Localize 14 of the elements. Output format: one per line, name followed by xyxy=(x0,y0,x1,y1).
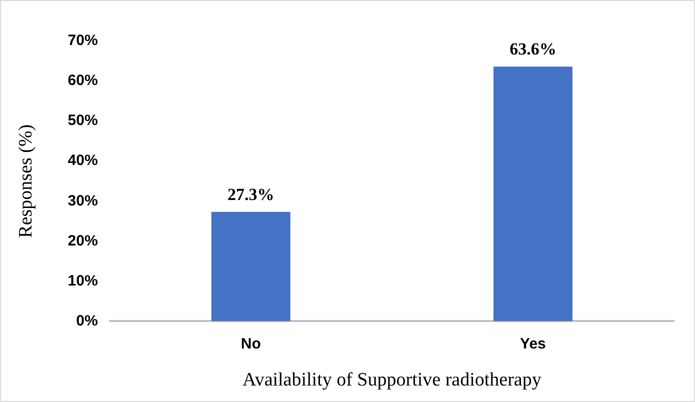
y-tick-label: 40% xyxy=(68,152,98,170)
data-label: 63.6% xyxy=(510,40,556,59)
y-tick-label: 60% xyxy=(68,72,98,90)
y-tick-label: 10% xyxy=(68,272,98,290)
x-tick-label: No xyxy=(240,335,261,352)
y-tick-label: 30% xyxy=(68,192,98,210)
y-axis-title: Responses (%) xyxy=(15,124,36,238)
x-axis-title: Availability of Supportive radiotherapy xyxy=(242,370,542,391)
data-label: 27.3% xyxy=(227,184,274,204)
y-tick-label: 0% xyxy=(76,312,98,330)
y-tick-label: 50% xyxy=(68,112,98,130)
y-tick-label: 70% xyxy=(68,32,98,50)
x-tick-label: Yes xyxy=(520,335,546,352)
y-tick-label: 20% xyxy=(68,232,98,250)
